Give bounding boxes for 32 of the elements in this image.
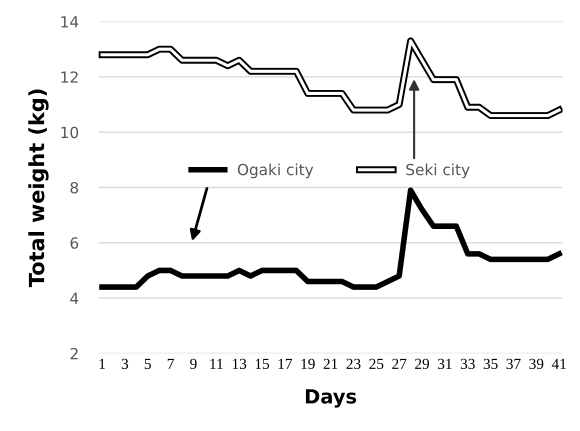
x-tick-label: 29 xyxy=(415,358,430,370)
x-tick-label: 5 xyxy=(144,358,151,370)
x-tick-label: 21 xyxy=(324,358,338,369)
x-tick-label: 19 xyxy=(301,358,315,370)
legend-label: Ogaki city xyxy=(238,164,314,178)
x-tick-label: 25 xyxy=(369,358,384,370)
x-tick-label: 9 xyxy=(190,358,197,370)
x-tick-label: 11 xyxy=(210,358,223,369)
x-axis-title: Days xyxy=(306,389,356,408)
x-tick-label: 7 xyxy=(168,358,174,369)
x-tick-label: 41 xyxy=(552,358,566,369)
y-axis-title: Total weight (kg) xyxy=(28,90,49,288)
x-tick-label: 17 xyxy=(278,358,292,369)
y-tick-label: 8 xyxy=(70,182,78,194)
x-tick-label: 27 xyxy=(392,358,406,369)
x-tick-label: 23 xyxy=(346,358,360,370)
y-tick-label: 14 xyxy=(61,16,78,28)
x-tick-label: 37 xyxy=(506,358,521,370)
x-tick-label: 39 xyxy=(529,358,544,370)
x-tick-label: 33 xyxy=(460,358,475,370)
legend-label: Seki city xyxy=(406,164,470,178)
y-tick-label: 12 xyxy=(61,71,78,83)
x-tick-label: 1 xyxy=(100,358,105,369)
x-tick-label: 15 xyxy=(256,358,270,370)
x-tick-label: 3 xyxy=(122,358,128,370)
x-tick-label: 13 xyxy=(232,358,246,370)
x-tick-label: 31 xyxy=(438,358,452,370)
y-tick-label: 2 xyxy=(70,348,78,360)
x-tick-label: 35 xyxy=(484,358,498,370)
y-tick-label: 4 xyxy=(70,292,78,304)
y-tick-label: 6 xyxy=(70,237,78,249)
y-tick-label: 10 xyxy=(61,126,78,138)
